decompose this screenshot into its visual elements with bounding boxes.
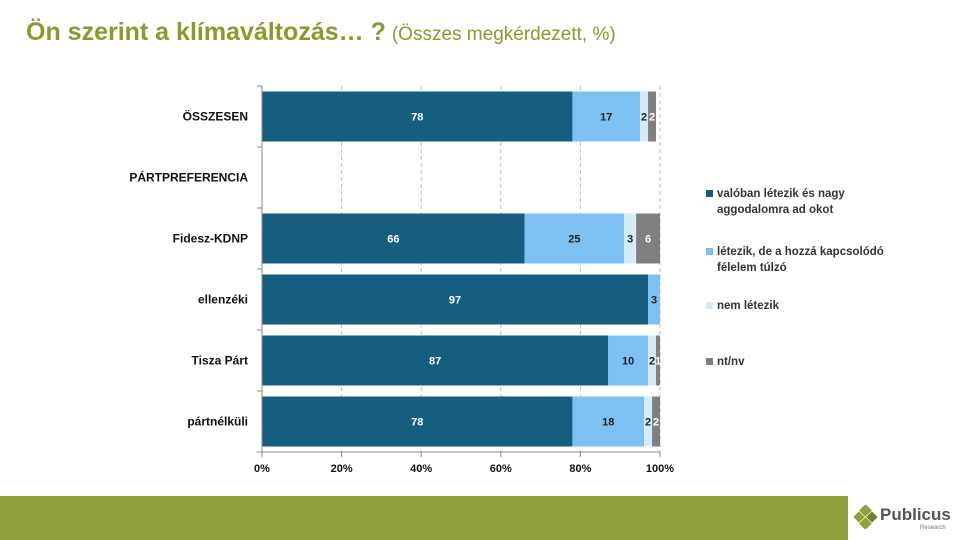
data-label: 66: [387, 234, 399, 246]
legend-label: nt/nv: [717, 356, 745, 368]
legend-item: létezik, de a hozzá kapcsolódó félelem t…: [706, 244, 906, 276]
data-label: 2: [645, 417, 651, 429]
bar-segment: [608, 335, 649, 386]
data-label: 2: [649, 356, 655, 368]
category-label: ellenzéki: [198, 293, 248, 307]
bar-segment: [640, 91, 649, 142]
bar-segment: [652, 396, 660, 447]
brand-name: Publicus: [880, 505, 951, 524]
data-label: 2: [649, 112, 655, 124]
brand-logo: Publicus Research: [848, 496, 960, 540]
chart-title: Ön szerint a klímaváltozás… ?: [26, 18, 386, 46]
data-label: 1: [655, 356, 661, 368]
category-label: PÁRTPREFERENCIA: [129, 170, 248, 185]
bar-segment: [636, 213, 660, 264]
bar-segment: [262, 213, 525, 264]
bar-segment: [262, 396, 573, 447]
data-label: 3: [651, 295, 657, 307]
legend-swatch: [706, 248, 713, 255]
legend-item: nem létezik: [706, 298, 906, 314]
legend-item: valóban létezik és nagy aggodalomra ad o…: [706, 186, 906, 218]
data-label: 87: [429, 356, 441, 368]
data-label: 3: [627, 234, 633, 246]
data-label: 2: [653, 417, 659, 429]
data-label: 2: [641, 112, 647, 124]
x-tick-label: 60%: [490, 463, 512, 475]
bar-segment: [572, 91, 641, 142]
bar-segment: [262, 335, 609, 386]
brand-tagline: Research: [920, 525, 946, 531]
legend-item: nt/nv: [706, 354, 906, 370]
x-tick-label: 80%: [569, 463, 591, 475]
bar-segment: [648, 335, 657, 386]
category-label: pártnélküli: [187, 415, 248, 429]
footer-bar: Publicus Research: [0, 496, 960, 540]
legend-swatch: [706, 358, 713, 365]
bar-segment: [262, 91, 573, 142]
data-label: 18: [602, 417, 614, 429]
legend-label: létezik, de a hozzá kapcsolódó félelem t…: [717, 246, 884, 274]
legend-label: valóban létezik és nagy aggodalomra ad o…: [717, 188, 845, 216]
bar-segment: [524, 213, 625, 264]
legend-swatch: [706, 190, 713, 197]
page-title: Ön szerint a klímaváltozás… ? (Összes meg…: [26, 18, 616, 47]
stacked-bar-chart: 78 17 2 266 25 3 697 387 10 2 178 18 2 2ÖSSZESENPÁRTP…: [129, 85, 674, 475]
x-tick-label: 20%: [331, 463, 353, 475]
bar-segment: [648, 91, 657, 142]
data-label: 78: [411, 112, 423, 124]
data-label: 6: [645, 234, 651, 246]
legend-label: nem létezik: [717, 300, 779, 312]
bar-segment: [262, 274, 649, 325]
data-label: 97: [449, 295, 461, 307]
data-label: 10: [622, 356, 634, 368]
chart-subtitle: (Összes megkérdezett, %): [391, 24, 616, 45]
legend-swatch: [706, 302, 713, 309]
data-label: 78: [411, 417, 423, 429]
bar-segment: [624, 213, 637, 264]
x-tick-label: 100%: [646, 463, 674, 475]
x-tick-label: 0%: [254, 463, 270, 475]
bar-segment: [644, 396, 653, 447]
bar-segment: [572, 396, 645, 447]
category-label: Tisza Párt: [192, 354, 248, 368]
category-label: ÖSSZESEN: [183, 109, 248, 124]
bar-segment: [656, 335, 660, 386]
x-tick-label: 40%: [410, 463, 432, 475]
publicus-logo-icon: [854, 505, 878, 529]
bar-segment: [648, 274, 660, 325]
category-label: Fidesz-KDNP: [173, 232, 248, 246]
data-label: 25: [568, 234, 580, 246]
data-label: 17: [600, 112, 612, 124]
